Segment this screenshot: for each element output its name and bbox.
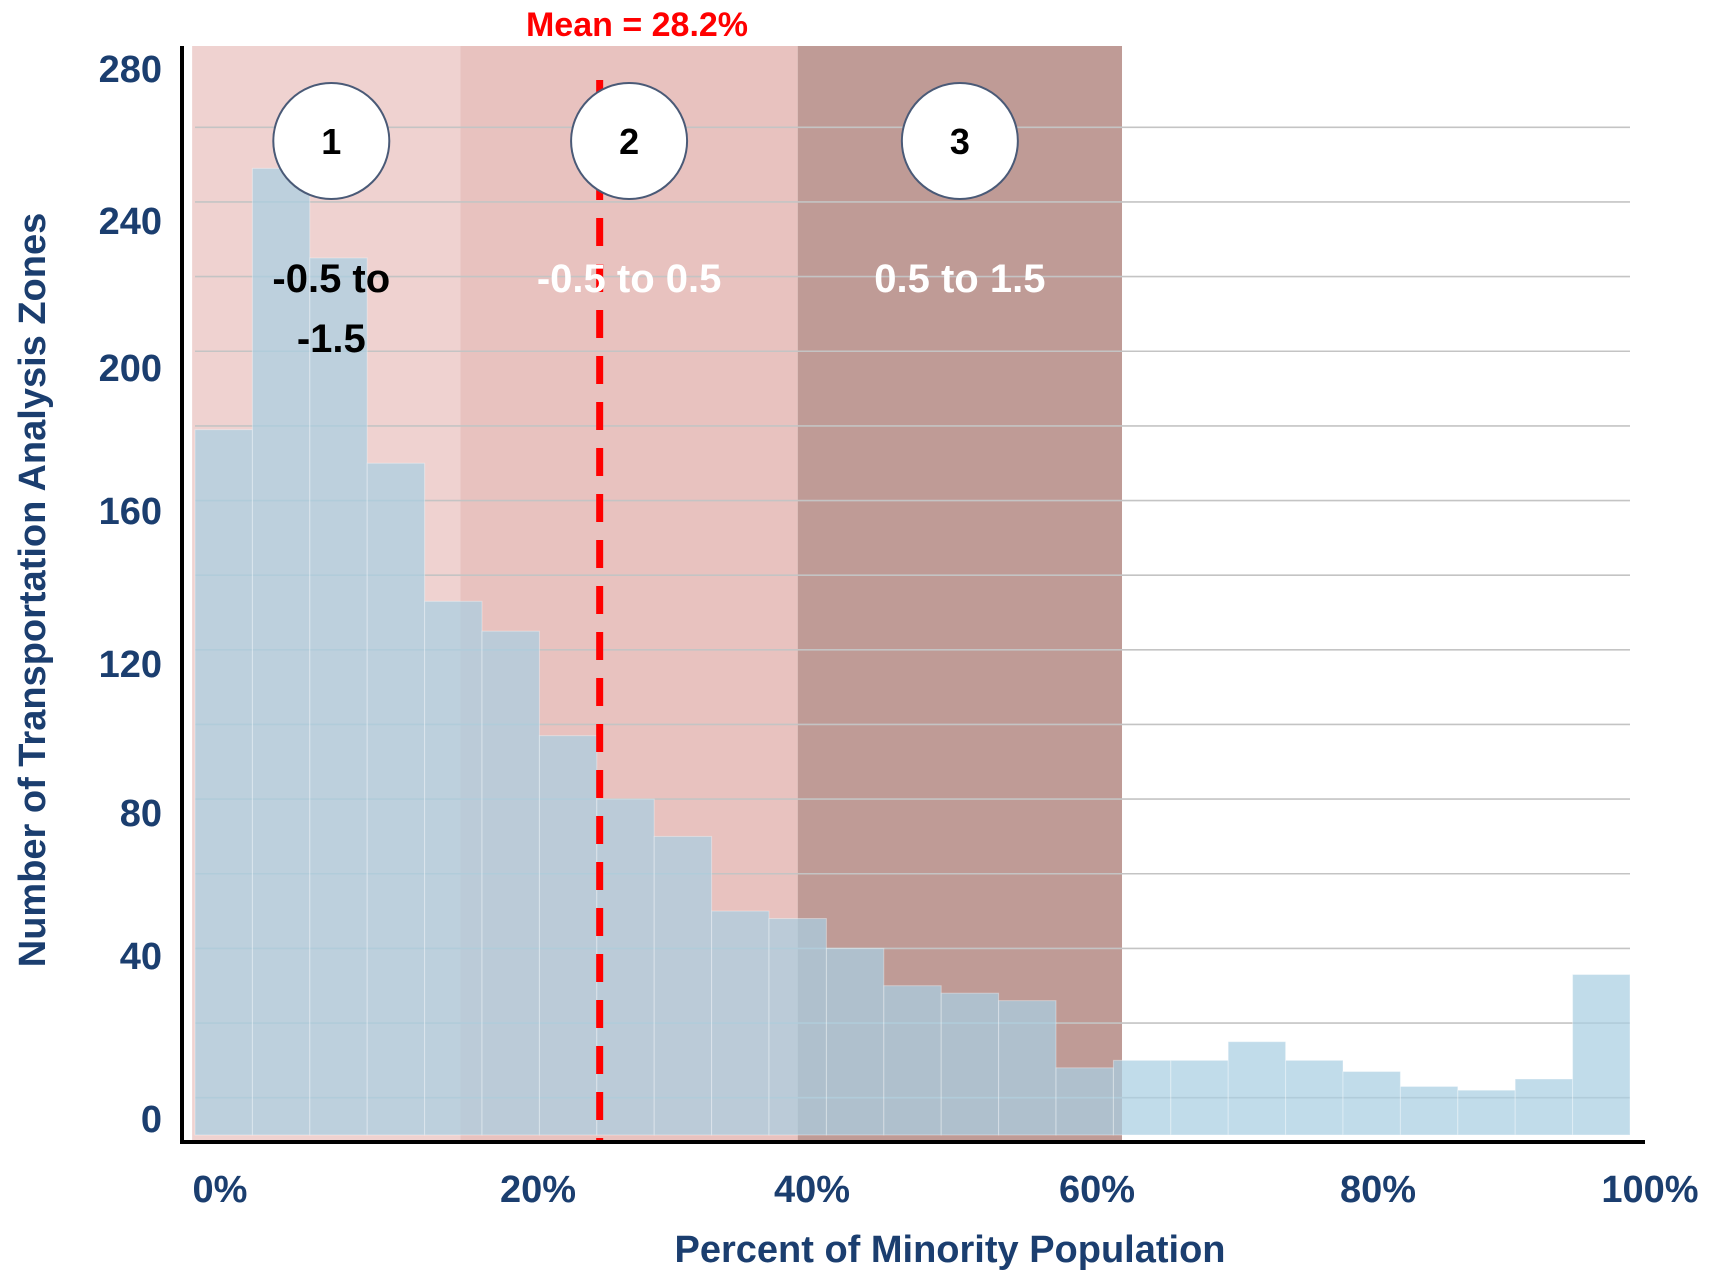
zone-number-1: 1 bbox=[321, 121, 341, 162]
histogram-bar bbox=[366, 462, 426, 1136]
histogram-bar bbox=[768, 918, 827, 1136]
histogram-bar bbox=[1170, 1059, 1229, 1136]
zone-number-2: 2 bbox=[619, 121, 639, 162]
zone-range-label-2: -0.5 to 0.5 bbox=[537, 257, 722, 301]
histogram-bar bbox=[1285, 1059, 1344, 1136]
histogram-bars bbox=[194, 167, 1631, 1136]
zone-labels: 1 -0.5 to -1.5 2 -0.5 to 0.5 3 0.5 to 1.5 bbox=[272, 82, 1045, 361]
y-tick-label: 80 bbox=[120, 793, 162, 835]
histogram-bar bbox=[1055, 1067, 1114, 1136]
histogram-bar bbox=[998, 1000, 1057, 1136]
zone-bands bbox=[192, 46, 1123, 1142]
histogram-bar bbox=[1572, 974, 1631, 1136]
x-tick-label: 40% bbox=[774, 1169, 850, 1211]
y-tick-label: 40 bbox=[120, 936, 162, 978]
histogram-bar bbox=[1514, 1078, 1574, 1136]
x-tick-label: 60% bbox=[1059, 1169, 1135, 1211]
x-axis-title: Percent of Minority Population bbox=[674, 1229, 1225, 1271]
x-tick-label: 100% bbox=[1601, 1169, 1698, 1211]
y-tick-label: 0 bbox=[141, 1099, 162, 1141]
histogram-bar bbox=[424, 600, 483, 1136]
histogram-bar bbox=[825, 947, 885, 1136]
y-tick-label: 280 bbox=[99, 49, 162, 91]
zone-number-3: 3 bbox=[950, 121, 970, 162]
zone-range-label-1: -1.5 bbox=[297, 317, 366, 361]
histogram-bar bbox=[596, 798, 655, 1136]
y-tick-label: 120 bbox=[99, 644, 162, 686]
zone-range-label-1: -0.5 to bbox=[272, 257, 390, 301]
histogram-bar bbox=[940, 992, 1000, 1136]
histogram-bar bbox=[711, 910, 770, 1136]
histogram-bar bbox=[194, 429, 253, 1136]
histogram-bar bbox=[1457, 1089, 1516, 1136]
x-tick-label: 0% bbox=[193, 1169, 248, 1211]
histogram-bar bbox=[1112, 1059, 1172, 1136]
histogram-bar bbox=[1342, 1071, 1401, 1136]
histogram-bar bbox=[1399, 1085, 1459, 1136]
axes bbox=[180, 46, 1645, 1144]
x-tick-label: 80% bbox=[1340, 1169, 1416, 1211]
y-tick-label: 240 bbox=[99, 201, 162, 243]
mean-label: Mean = 28.2% bbox=[526, 6, 748, 44]
histogram-bar bbox=[538, 735, 598, 1136]
histogram-bar bbox=[653, 835, 713, 1136]
histogram-bar bbox=[309, 257, 368, 1136]
y-tick-label: 200 bbox=[99, 348, 162, 390]
mean-indicator: Mean = 28.2% bbox=[526, 6, 748, 1144]
y-axis-title: Number of Transportation Analysis Zones bbox=[12, 213, 54, 968]
zone-circle-3 bbox=[900, 82, 1019, 200]
zone-circle-2 bbox=[570, 82, 689, 200]
histogram-bar bbox=[1227, 1041, 1287, 1136]
histogram-bar bbox=[251, 167, 311, 1136]
x-tick-labels: 0% 20% 40% 60% 80% 100% bbox=[193, 1169, 1699, 1211]
y-tick-label: 160 bbox=[99, 491, 162, 533]
y-tick-labels: 0 40 80 120 160 200 240 280 bbox=[99, 49, 162, 1141]
histogram-bar bbox=[883, 985, 942, 1136]
histogram-bar bbox=[481, 630, 540, 1136]
zone-range-label-3: 0.5 to 1.5 bbox=[874, 257, 1045, 301]
x-tick-label: 20% bbox=[500, 1169, 576, 1211]
zone-circle-1 bbox=[272, 82, 391, 200]
